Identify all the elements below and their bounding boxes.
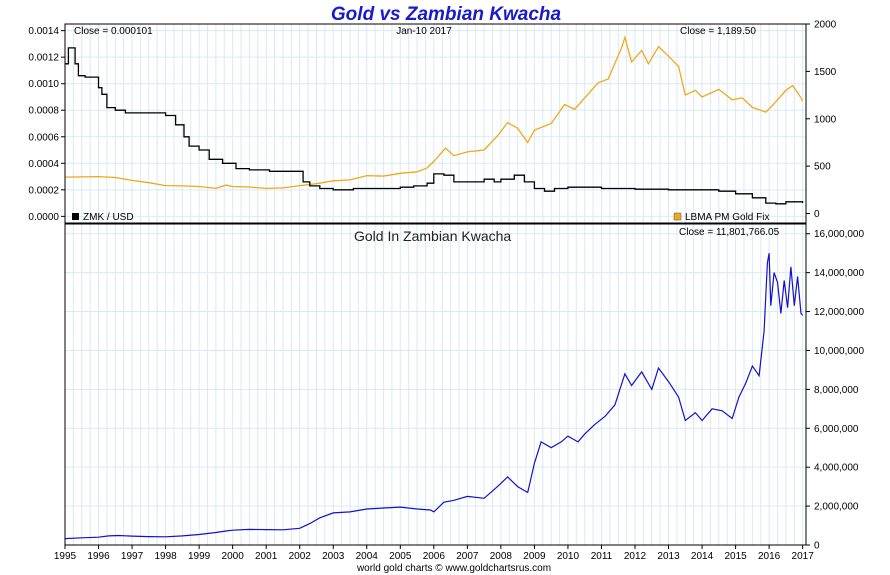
top-left-tick-label: 0.0014 — [28, 26, 59, 37]
x-tick-label: 2004 — [356, 551, 379, 562]
top-date-label: Jan-10 2017 — [396, 26, 452, 37]
top-left-tick-label: 0.0012 — [28, 53, 59, 64]
bottom-right-tick-label: 2,000,000 — [814, 502, 859, 513]
x-tick-label: 2014 — [691, 551, 714, 562]
chart-title: Gold vs Zambian Kwacha — [331, 4, 562, 25]
legend-gold-fix-swatch — [673, 212, 682, 221]
bottom-panel-gridlines — [65, 224, 806, 546]
top-right-tick-label: 1500 — [814, 67, 837, 78]
x-tick-label: 2012 — [624, 551, 647, 562]
bottom-close-label: Close = 11,801,766.05 — [679, 227, 780, 238]
x-tick-label: 2013 — [657, 551, 680, 562]
footer-credit: world gold charts © www.goldchartsrus.co… — [356, 563, 551, 574]
bottom-right-tick-label: 6,000,000 — [814, 424, 859, 435]
top-right-tick-label: 500 — [814, 162, 831, 173]
lbma-gold-fix-line — [64, 35, 804, 190]
top-left-tick-label: 0.0004 — [28, 159, 59, 170]
top-left-tick-label: 0.0010 — [28, 79, 59, 90]
x-tick-label: 2015 — [724, 551, 747, 562]
x-tick-label: 2000 — [222, 551, 245, 562]
x-tick-label: 2002 — [289, 551, 312, 562]
bottom-right-tick-label: 12,000,000 — [814, 307, 864, 318]
x-tick-label: 2010 — [557, 551, 580, 562]
top-close-left-label: Close = 0.000101 — [74, 26, 153, 37]
top-left-tick-label: 0.0000 — [28, 212, 59, 223]
x-tick-label: 2003 — [322, 551, 345, 562]
top-left-tick-label: 0.0002 — [28, 185, 59, 196]
x-tick-label: 2005 — [389, 551, 412, 562]
top-panel-series — [64, 35, 804, 205]
bottom-right-tick-label: 14,000,000 — [814, 268, 864, 279]
legend-gold-fix: LBMA PM Gold Fix — [673, 212, 769, 223]
legend-zmk-usd-swatch — [72, 213, 79, 220]
x-tick-label: 2011 — [591, 551, 613, 562]
x-tick-label: 2006 — [423, 551, 446, 562]
top-right-tick-label: 0 — [814, 209, 820, 220]
x-tick-label: 1999 — [188, 551, 211, 562]
bottom-right-tick-label: 10,000,000 — [814, 346, 864, 357]
top-left-tick-label: 0.0006 — [28, 132, 59, 143]
bottom-right-tick-label: 8,000,000 — [814, 385, 859, 396]
x-tick-label: 1995 — [54, 551, 77, 562]
bottom-right-axis-ticks: 0 2,000,000 4,000,000 6,000,000 8,000,000 10,… — [806, 229, 864, 552]
x-tick-label: 1996 — [87, 551, 110, 562]
x-axis-ticks: 1995 1996 1997 1998 1999 2000 2001 2002 2003 2004… — [54, 545, 814, 562]
gold-in-kwacha-line — [64, 253, 804, 540]
bottom-panel-background — [65, 224, 806, 545]
zmk-usd-line — [65, 47, 804, 205]
x-tick-label: 2017 — [792, 551, 815, 562]
top-close-right-label: Close = 1,189.50 — [680, 26, 756, 37]
top-right-tick-label: 1000 — [814, 114, 837, 125]
legend-zmk-usd: ZMK / USD — [72, 212, 134, 223]
top-left-axis-ticks: 0.0000 0.0002 0.0004 0.0006 0.0008 0.0010 0.00… — [28, 26, 65, 223]
x-tick-label: 1997 — [121, 551, 144, 562]
top-right-axis-ticks: 0 500 1000 1500 2000 — [806, 20, 837, 220]
top-panel-frame — [64, 23, 807, 224]
x-tick-label: 2008 — [490, 551, 513, 562]
x-tick-label: 2016 — [758, 551, 781, 562]
bottom-right-tick-label: 0 — [814, 541, 820, 552]
bottom-panel-title: Gold In Zambian Kwacha — [354, 228, 511, 244]
x-tick-label: 1998 — [154, 551, 177, 562]
legend-zmk-usd-label: ZMK / USD — [83, 212, 134, 223]
x-tick-label: 2009 — [523, 551, 546, 562]
bottom-right-tick-label: 4,000,000 — [814, 463, 859, 474]
top-left-tick-label: 0.0008 — [28, 106, 59, 117]
bottom-panel-series — [64, 253, 804, 540]
top-right-tick-label: 2000 — [814, 20, 837, 31]
x-tick-label: 2007 — [456, 551, 479, 562]
bottom-right-tick-label: 16,000,000 — [814, 229, 864, 240]
x-tick-label: 2001 — [255, 551, 278, 562]
bottom-panel-frame — [64, 223, 807, 546]
legend-gold-fix-label: LBMA PM Gold Fix — [685, 212, 769, 223]
